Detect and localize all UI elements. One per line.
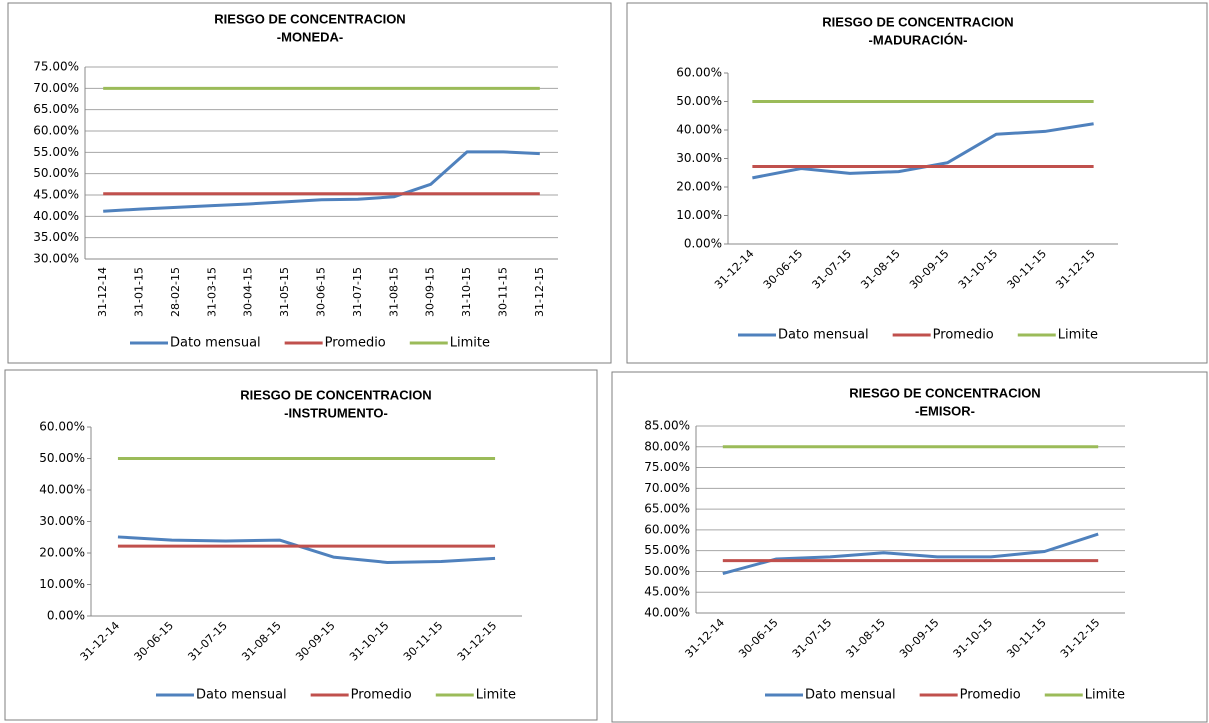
x-tick-label: 31-08-15 (387, 267, 400, 317)
legend: Dato mensual Promedio Limite (130, 336, 490, 351)
legend-label: Dato mensual (778, 328, 869, 343)
x-tick-label: 30-06-15 (315, 267, 328, 317)
x-tick-label: 31-10-15 (460, 267, 473, 317)
chart-frame (626, 2, 1208, 364)
x-tick-label: 31-01-15 (133, 267, 146, 317)
legend: Dato mensual Promedio Limite (765, 688, 1125, 703)
y-tick-label: 0.00% (47, 609, 85, 623)
chart: RIESGO DE CONCENTRACION -EMISOR- 40.00% 45.… (611, 371, 1208, 723)
y-tick-label: 45.00% (644, 585, 690, 599)
legend-label: Limite (1085, 688, 1125, 703)
series-line (117, 535, 496, 564)
legend-label: Dato mensual (196, 688, 287, 703)
y-tick-label: 40.00% (39, 483, 85, 497)
chart-subtitle: -MADURACIÓN- (869, 32, 968, 47)
y-tick-label: 20.00% (39, 546, 85, 560)
y-tick-label: 30.00% (39, 514, 85, 528)
y-tick-label: 50.00% (676, 94, 722, 108)
y-tick-label: 10.00% (676, 208, 722, 222)
y-tick-label: 20.00% (676, 180, 722, 194)
x-tick-label: 31-07-15 (351, 267, 364, 317)
y-tick-label: 60.00% (39, 420, 85, 434)
legend-label: Dato mensual (805, 688, 896, 703)
y-tick-label: 60.00% (33, 124, 79, 138)
legend-label: Promedio (933, 328, 994, 343)
legend-label: Promedio (351, 688, 412, 703)
y-tick-label: 10.00% (39, 577, 85, 591)
y-tick-label: 65.00% (33, 102, 79, 116)
x-tick-label: 30-04-15 (242, 267, 255, 317)
y-tick-label: 70.00% (33, 81, 79, 95)
y-tick-label: 40.00% (644, 606, 690, 620)
y-tick-label: 30.00% (33, 252, 79, 266)
y-tick-label: 55.00% (644, 543, 690, 557)
legend-label: Dato mensual (170, 336, 261, 351)
chart-title: RIESGO DE CONCENTRACION (240, 387, 431, 402)
legend: Dato mensual Promedio Limite (738, 328, 1098, 343)
y-tick-label: 50.00% (644, 564, 690, 578)
chart-subtitle: -INSTRUMENTO- (284, 405, 388, 420)
y-tick-label: 60.00% (644, 522, 690, 536)
y-tick-label: 40.00% (676, 123, 722, 137)
y-tick-label: 85.00% (644, 419, 690, 433)
y-tick-label: 30.00% (676, 151, 722, 165)
x-tick-label: 30-09-15 (424, 267, 437, 317)
y-tick-label: 50.00% (33, 166, 79, 180)
series-line (103, 150, 540, 213)
legend-label: Limite (1058, 328, 1098, 343)
y-tick-label: 80.00% (644, 439, 690, 453)
legend: Dato mensual Promedio Limite (156, 688, 516, 703)
legend-label: Limite (450, 336, 490, 351)
chart-title: RIESGO DE CONCENTRACION (214, 11, 405, 26)
chart-title: RIESGO DE CONCENTRACION (849, 385, 1040, 400)
y-tick-label: 75.00% (33, 60, 79, 74)
chart-subtitle: -EMISOR- (915, 403, 975, 418)
y-tick-label: 40.00% (33, 209, 79, 223)
x-tick-label: 31-12-14 (96, 267, 109, 317)
y-tick-label: 35.00% (33, 230, 79, 244)
y-tick-label: 70.00% (644, 481, 690, 495)
legend-label: Limite (476, 688, 516, 703)
chart: RIESGO DE CONCENTRACION -MONEDA- 30.00% 35.… (7, 2, 612, 364)
y-tick-label: 50.00% (39, 451, 85, 465)
chart-title: RIESGO DE CONCENTRACION (822, 14, 1013, 29)
y-tick-label: 65.00% (644, 502, 690, 516)
x-tick-label: 31-05-15 (278, 267, 291, 317)
y-tick-label: 60.00% (676, 66, 722, 80)
y-tick-label: 0.00% (684, 237, 722, 251)
chart-frame (611, 371, 1208, 723)
chart-subtitle: -MONEDA- (277, 29, 343, 44)
y-tick-label: 75.00% (644, 460, 690, 474)
x-tick-label: 28-02-15 (169, 267, 182, 317)
series-line (722, 532, 1099, 575)
legend-label: Promedio (325, 336, 386, 351)
chart-frame (7, 2, 612, 364)
y-tick-label: 55.00% (33, 145, 79, 159)
x-tick-label: 30-11-15 (496, 267, 509, 317)
y-tick-label: 45.00% (33, 188, 79, 202)
x-tick-label: 31-03-15 (205, 267, 218, 317)
legend-label: Promedio (960, 688, 1021, 703)
x-tick-label: 31-12-15 (533, 267, 546, 317)
chart: RIESGO DE CONCENTRACION -MADURACIÓN- 0.00%… (626, 2, 1208, 364)
chart: RIESGO DE CONCENTRACION -INSTRUMENTO- 0.00… (4, 369, 598, 721)
